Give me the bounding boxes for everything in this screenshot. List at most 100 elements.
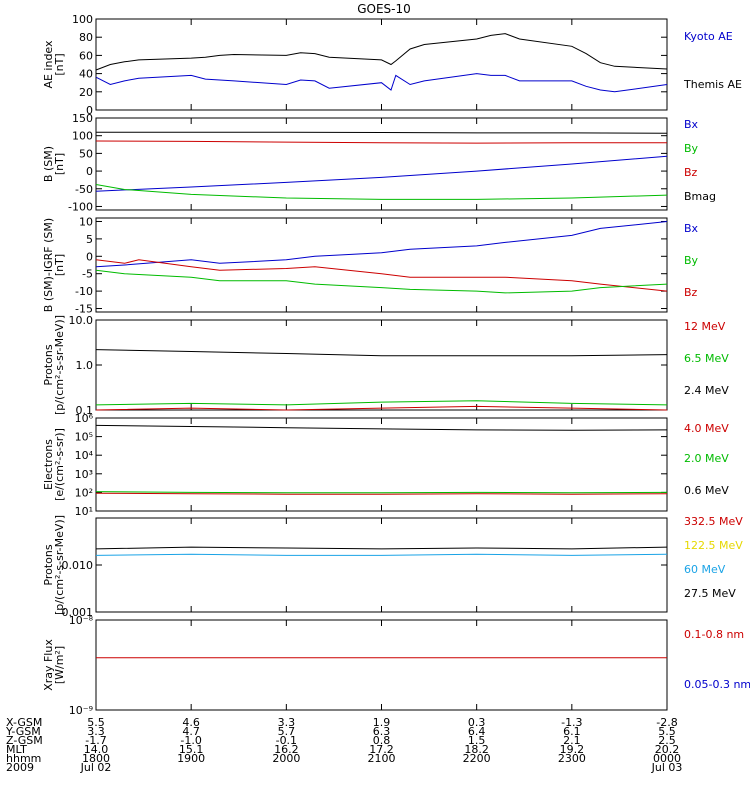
x-tick-value: 6.4 (468, 725, 486, 738)
x-tick-value: Jul 02 (80, 761, 112, 774)
legend-entry: 0.05-0.3 nm (684, 678, 750, 691)
x-tick-value: 1800 (82, 752, 110, 765)
series-line (95, 400, 668, 406)
y-tick-label: 10⁴ (75, 449, 94, 462)
y-tick-label: -50 (75, 183, 93, 196)
y-tick-label: 100 (72, 13, 93, 26)
y-tick-label: 10 (79, 215, 93, 228)
legend-entry: Bx (684, 222, 699, 235)
legend-entry: 0.6 MeV (684, 484, 729, 497)
legend-entry: 2.0 MeV (684, 452, 729, 465)
x-tick-value: -0.1 (276, 734, 297, 747)
series-line (95, 184, 668, 200)
x-tick-value: Jul 03 (651, 761, 683, 774)
x-row-label: Z-GSM (6, 734, 43, 747)
x-tick-value: 0.8 (373, 734, 391, 747)
y-tick-label: 150 (72, 112, 93, 125)
x-row-label: MLT (6, 743, 27, 756)
x-tick-value: 2.5 (658, 734, 676, 747)
y-tick-label: 10¹ (75, 505, 93, 518)
series-line (95, 405, 668, 411)
x-tick-value: 5.7 (278, 725, 296, 738)
x-tick-value: 6.3 (373, 725, 391, 738)
y-axis-label: [W/m²] (53, 646, 66, 684)
x-tick-value: -1.0 (180, 734, 201, 747)
x-tick-value: 2300 (558, 752, 586, 765)
legend-entry: Kyoto AE (684, 30, 733, 43)
y-tick-label: 1.0 (76, 359, 94, 372)
series-line (95, 349, 668, 357)
y-tick-label: -5 (82, 268, 93, 281)
x-tick-value: 2.1 (563, 734, 581, 747)
x-tick-value: -1.3 (561, 716, 582, 729)
x-tick-value: -2.8 (656, 716, 677, 729)
x-tick-value: 2000 (272, 752, 300, 765)
y-axis-label: [p/(cm²-s-sr-MeV)] (53, 315, 66, 415)
series-line (95, 33, 668, 71)
legend-entry: 332.5 MeV (684, 515, 743, 528)
y-tick-label: 60 (79, 49, 93, 62)
x-row-label: X-GSM (6, 716, 42, 729)
y-tick-label: 10.0 (69, 314, 94, 327)
x-tick-value: 14.0 (84, 743, 109, 756)
legend-entry: 0.1-0.8 nm (684, 628, 744, 641)
x-tick-value: 16.2 (274, 743, 299, 756)
legend-entry: 122.5 MeV (684, 539, 743, 552)
x-tick-value: 3.3 (278, 716, 296, 729)
legend-entry: 4.0 MeV (684, 422, 729, 435)
x-tick-value: 17.2 (369, 743, 394, 756)
y-axis-label: Protons (42, 344, 55, 385)
y-axis-label: [nT] (53, 153, 66, 175)
y-tick-label: 0.1 (76, 404, 94, 417)
y-tick-label: -100 (68, 200, 93, 213)
legend-entry: 6.5 MeV (684, 352, 729, 365)
y-tick-label: 10⁵ (75, 431, 93, 444)
legend-entry: Bz (684, 166, 698, 179)
series-line (95, 259, 668, 292)
y-tick-label: 0 (86, 104, 93, 117)
panel-frame (95, 18, 668, 111)
y-tick-label: 10⁻⁹ (69, 704, 93, 717)
series-line (95, 73, 668, 93)
panel-frame (95, 619, 668, 711)
y-axis-label: B (SM)-IGRF (SM) (42, 218, 55, 312)
legend-entry: By (684, 142, 699, 155)
y-tick-label: 80 (79, 31, 93, 44)
legend-entry: Themis AE (683, 78, 742, 91)
legend-entry: 12 MeV (684, 320, 726, 333)
x-tick-value: 5.5 (658, 725, 676, 738)
x-tick-value: 0000 (653, 752, 681, 765)
panel-frame (95, 319, 668, 411)
y-tick-label: 10⁶ (75, 412, 94, 425)
x-tick-value: 19.2 (560, 743, 585, 756)
x-tick-value: 18.2 (464, 743, 489, 756)
y-axis-label: [nT] (53, 254, 66, 276)
legend-entry: Bz (684, 286, 698, 299)
y-tick-label: 10³ (75, 468, 93, 481)
x-tick-value: 4.6 (182, 716, 200, 729)
y-tick-label: 40 (79, 68, 93, 81)
legend-entry: 60 MeV (684, 563, 726, 576)
x-tick-value: 5.5 (87, 716, 105, 729)
panel-frame (95, 417, 668, 512)
y-tick-label: -10 (75, 285, 93, 298)
legend-entry: Bmag (684, 190, 716, 203)
y-tick-label: 0.010 (62, 559, 94, 572)
x-tick-value: 0.3 (468, 716, 486, 729)
legend-entry: By (684, 254, 699, 267)
y-axis-label: AE index (42, 40, 55, 89)
series-line (95, 424, 668, 431)
x-tick-value: 4.7 (182, 725, 200, 738)
y-tick-label: 10⁻⁸ (69, 614, 94, 627)
x-row-label: Y-GSM (5, 725, 41, 738)
series-line (95, 155, 668, 192)
x-tick-value: 20.2 (655, 743, 680, 756)
y-tick-label: -15 (75, 303, 93, 316)
y-tick-label: 0.001 (62, 606, 94, 619)
x-tick-value: 1900 (177, 752, 205, 765)
x-tick-value: 2200 (463, 752, 491, 765)
series-line (95, 546, 668, 550)
x-tick-value: 2100 (368, 752, 396, 765)
